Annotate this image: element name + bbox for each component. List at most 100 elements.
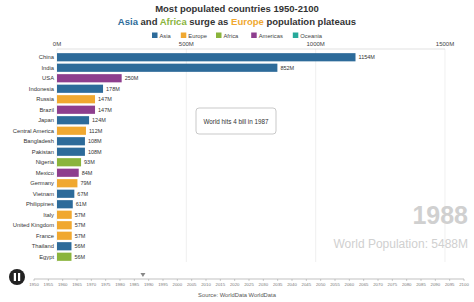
timeline-tick — [220, 279, 221, 281]
category-label: Pakistan — [32, 149, 54, 155]
chart: Most populated countries 1950-2100 Asia a… — [0, 0, 474, 302]
timeline-tick — [163, 279, 164, 281]
subtitle: Asia and Africa surge as Europe populati… — [118, 16, 356, 27]
timeline-tick — [105, 279, 106, 281]
timeline-tick-label: 2010 — [201, 282, 211, 287]
title: Most populated countries 1950-2100 — [155, 3, 319, 14]
data-label: 56M — [74, 254, 85, 260]
timeline-tick-label: 2040 — [287, 282, 297, 287]
data-label: 57M — [75, 222, 86, 228]
category-label: Philippines — [26, 201, 54, 207]
timeline-tick-label: 2015 — [216, 282, 226, 287]
category-label: United Kingdom — [13, 222, 54, 228]
timeline-tick-label: 2065 — [359, 282, 369, 287]
legend-swatch — [251, 33, 257, 39]
timeline-tick — [77, 279, 78, 281]
timeline-tick-label: 2000 — [173, 282, 183, 287]
bar — [57, 64, 277, 72]
category-label: France — [36, 233, 54, 239]
timeline-tick-label: 2080 — [402, 282, 412, 287]
population-label: World Population: 5488M — [333, 237, 468, 251]
legend-label: Oceania — [300, 33, 322, 39]
bar — [57, 137, 85, 145]
timeline-tick — [406, 279, 407, 281]
category-label: Russia — [36, 96, 54, 102]
category-label: Egypt — [39, 254, 54, 260]
subtitle-part: and — [138, 16, 160, 27]
tick-label: 1000M — [306, 41, 324, 47]
timeline-tick-label: 2045 — [302, 282, 312, 287]
timeline-tick-label: 1960 — [58, 282, 68, 287]
timeline-tick-label: 2035 — [273, 282, 283, 287]
bars — [57, 53, 356, 261]
tick-label: 500M — [179, 41, 194, 47]
legend-label: Americas — [259, 33, 283, 39]
bar — [57, 179, 77, 187]
legend-label: Europe — [188, 33, 207, 39]
pause-button[interactable] — [9, 269, 25, 285]
category-label: Vietnam — [33, 191, 54, 197]
bar — [57, 95, 95, 103]
bar — [57, 74, 122, 82]
bar — [57, 158, 81, 166]
category-label: Bangladesh — [23, 138, 54, 144]
timeline-tick — [120, 279, 121, 281]
category-label: Japan — [38, 117, 54, 123]
bar — [57, 85, 103, 93]
timeline-tick-label: 2060 — [345, 282, 355, 287]
timeline-tick-label: 2020 — [230, 282, 240, 287]
timeline-tick — [464, 279, 465, 281]
category-label: Brazil — [40, 107, 55, 113]
category-label: Thailand — [32, 243, 54, 249]
grid-line — [315, 49, 316, 262]
timeline-tick — [363, 279, 364, 281]
timeline-tick — [449, 279, 450, 281]
subtitle-part: Asia — [118, 16, 139, 27]
bar — [57, 242, 71, 250]
bar — [57, 53, 356, 61]
year-label: 1988 — [412, 201, 468, 229]
pause-icon — [18, 273, 20, 281]
timeline-tick-label: 2070 — [373, 282, 383, 287]
data-label: 61M — [76, 201, 87, 207]
timeline-tick-label: 1970 — [87, 282, 97, 287]
timeline-tick-label: 1965 — [72, 282, 82, 287]
timeline-tick-label: 1990 — [144, 282, 154, 287]
category-label: India — [41, 65, 54, 71]
bar — [57, 200, 73, 208]
data-label: 67M — [77, 191, 88, 197]
timeline-tick-label: 2050 — [316, 282, 326, 287]
bar — [57, 116, 89, 124]
timeline-tick-label: 1980 — [115, 282, 125, 287]
bar — [57, 221, 72, 229]
data-label: 108M — [88, 149, 102, 155]
timeline-tick-label: 1985 — [130, 282, 140, 287]
timeline-tick-label: 2030 — [259, 282, 269, 287]
bar — [57, 190, 74, 198]
category-label: Central America — [13, 128, 55, 134]
subtitle-part: population plateaus — [264, 16, 356, 27]
data-label: 250M — [125, 75, 139, 81]
annotation: World hits 4 bill in 1987 — [204, 118, 269, 125]
subtitle-part: Europe — [231, 16, 264, 27]
subtitle-part: surge as — [187, 16, 231, 27]
category-label: China — [39, 54, 55, 60]
grid-line — [186, 49, 187, 262]
data-label: 108M — [88, 138, 102, 144]
timeline-tick — [249, 279, 250, 281]
timeline-tick — [34, 279, 35, 281]
bar — [57, 169, 79, 177]
timeline-tick — [263, 279, 264, 281]
timeline-tick-label: 1950 — [29, 282, 39, 287]
timeline-tick — [191, 279, 192, 281]
timeline-tick — [134, 279, 135, 281]
tick-label: 0M — [53, 41, 61, 47]
timeline-tick — [48, 279, 49, 281]
bar — [57, 253, 71, 261]
data-label: 124M — [92, 117, 106, 123]
data-label: 178M — [106, 86, 120, 92]
legend-label: Asia — [160, 33, 172, 39]
data-label: 147M — [98, 107, 112, 113]
timeline-tick-label: 2100 — [459, 282, 469, 287]
data-label: 57M — [75, 212, 86, 218]
